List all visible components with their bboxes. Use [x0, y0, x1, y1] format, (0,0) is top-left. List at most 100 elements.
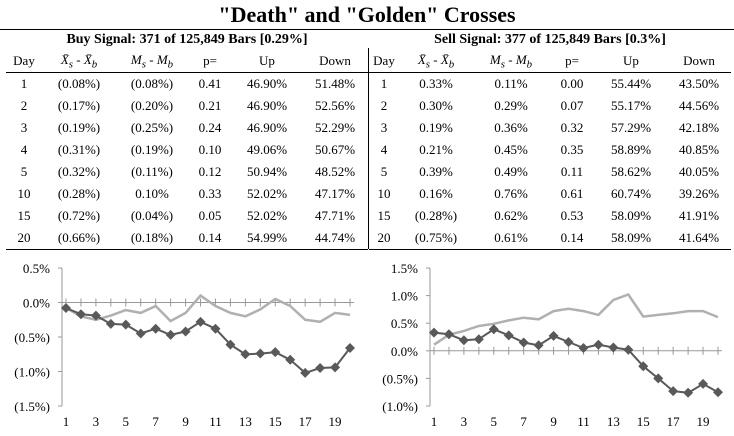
- table-row: 3 (0.19%) (0.25%) 0.24 46.90% 52.29%: [6, 117, 368, 139]
- data-point: [135, 328, 146, 339]
- x-tick-label: 3: [461, 414, 468, 429]
- data-point: [683, 387, 694, 398]
- table-cell: 0.14: [188, 227, 232, 250]
- x-tick-label: 7: [152, 414, 159, 429]
- table-cell: 57.29%: [610, 120, 652, 135]
- table-cell: 5: [20, 164, 28, 179]
- table-cell: 2: [20, 98, 28, 113]
- y-tick-label: 0.5%: [23, 261, 50, 276]
- table-cell: 39.26%: [678, 186, 720, 201]
- y-tick-label: (1.0%): [14, 365, 50, 380]
- table-cell: 46.90%: [246, 120, 288, 135]
- table-cell: (0.25%): [130, 120, 174, 135]
- table-cell: (0.19%): [130, 142, 174, 157]
- page-title: "Death" and "Golden" Crosses: [218, 2, 516, 27]
- table-cell: 50.94%: [246, 164, 288, 179]
- table-cell: 40.05%: [678, 164, 720, 179]
- y-tick-label: 1.0%: [391, 289, 418, 304]
- table-row: 3 0.19% 0.36% 0.32 57.29% 42.18%: [369, 117, 731, 139]
- data-point: [255, 348, 266, 359]
- table-cell: 60.74%: [610, 186, 652, 201]
- table-cell: 0.21: [198, 98, 222, 113]
- table-row: 5 0.39% 0.49% 0.11 58.62% 40.05%: [369, 161, 731, 183]
- data-point: [105, 318, 116, 329]
- data-point: [300, 367, 311, 378]
- y-tick-label: (1.0%): [382, 399, 418, 414]
- x-tick-label: 13: [239, 414, 252, 429]
- table-cell: 41.91%: [678, 208, 720, 223]
- table-row: 2 (0.17%) (0.20%) 0.21 46.90% 52.56%: [6, 95, 368, 117]
- table-cell: 58.62%: [610, 164, 652, 179]
- table-cell: 0.33%: [419, 76, 453, 91]
- table-cell: 0.62%: [494, 208, 528, 223]
- x-tick-label: 17: [299, 414, 313, 429]
- table-cell: 4: [20, 142, 28, 157]
- table-cell: 48.52%: [314, 164, 356, 179]
- y-tick-label: (0.5%): [382, 371, 418, 386]
- table-cell: 0.11: [560, 164, 584, 179]
- data-point: [488, 324, 499, 335]
- table-cell: 15: [17, 208, 31, 223]
- x-tick-label: 17: [667, 414, 681, 429]
- table-cell: (0.18%): [116, 227, 188, 250]
- col-down: Down: [302, 50, 368, 73]
- table-cell: 40.85%: [678, 142, 720, 157]
- table-cell: 10: [17, 186, 31, 201]
- table-cell: 58.89%: [610, 142, 652, 157]
- table-row: 10 0.16% 0.76% 0.61 60.74% 39.26%: [369, 183, 731, 205]
- table-cell: 0.10%: [135, 186, 169, 201]
- table-cell: 0.10: [198, 142, 222, 157]
- table-cell: 1: [380, 76, 388, 91]
- col-down: Down: [667, 50, 731, 73]
- table-row: 10 (0.28%) 0.10% 0.33 52.02% 47.17%: [6, 183, 368, 205]
- table-cell: 0.11%: [494, 76, 528, 91]
- data-point: [210, 323, 221, 334]
- x-tick-label: 11: [209, 414, 222, 429]
- table-cell: 41.64%: [667, 227, 731, 250]
- table-cell: 0.07: [560, 98, 584, 113]
- table-cell: 15: [377, 208, 391, 223]
- table-cell: (0.31%): [57, 142, 101, 157]
- table-cell: 3: [20, 120, 28, 135]
- data-point: [443, 329, 454, 340]
- col-day: Day: [6, 50, 42, 73]
- table-cell: 0.12: [198, 164, 222, 179]
- data-point: [429, 327, 439, 338]
- buy-caption: Buy Signal: 371 of 125,849 Bars [0.29%]: [66, 32, 308, 47]
- table-cell: (0.20%): [130, 98, 174, 113]
- table-cell: (0.08%): [57, 76, 101, 91]
- table-cell: 20: [6, 227, 42, 250]
- data-point: [563, 336, 574, 347]
- table-cell: 0.76%: [494, 186, 528, 201]
- col-day: Day: [369, 50, 399, 73]
- table-cell: 0.14: [549, 227, 595, 250]
- table-row: 1 0.33% 0.11% 0.00 55.44% 43.50%: [369, 73, 731, 96]
- table-cell: 46.90%: [246, 98, 288, 113]
- data-point: [608, 342, 619, 353]
- sell-signal-chart: 1.5%1.0%0.5%0.0%(0.5%)(1.0%)1 3 5 7 9 11 13 15 1…: [382, 261, 723, 429]
- buy-signal-chart: 0.5%0.0%(0.5%)(1.0%)(1.5%)1 3 5 7 9 11 13 15 17 1…: [14, 261, 355, 429]
- data-point: [713, 387, 723, 398]
- table-cell: (0.19%): [57, 120, 101, 135]
- x-tick-label: 13: [607, 414, 620, 429]
- data-point: [503, 330, 514, 341]
- data-point: [578, 343, 589, 354]
- table-divider: [368, 48, 369, 249]
- x-tick-label: 15: [269, 414, 282, 429]
- table-row: 5 (0.32%) (0.11%) 0.12 50.94% 48.52%: [6, 161, 368, 183]
- table-cell: 0.29%: [494, 98, 528, 113]
- table-cell: 0.35: [560, 142, 584, 157]
- table-cell: 0.24: [198, 120, 222, 135]
- x-tick-label: 5: [491, 414, 498, 429]
- col-p: p=: [188, 50, 232, 73]
- x-tick-label: 5: [123, 414, 130, 429]
- y-tick-label: 0.0%: [23, 296, 50, 311]
- table-cell: (0.04%): [130, 208, 174, 223]
- y-tick-label: 0.0%: [391, 344, 418, 359]
- table-cell: 52.56%: [314, 98, 356, 113]
- title-rule: [0, 29, 734, 30]
- col-p: p=: [549, 50, 595, 73]
- x-tick-label: 19: [697, 414, 710, 429]
- table-cell: 0.19%: [419, 120, 453, 135]
- data-point: [150, 323, 161, 334]
